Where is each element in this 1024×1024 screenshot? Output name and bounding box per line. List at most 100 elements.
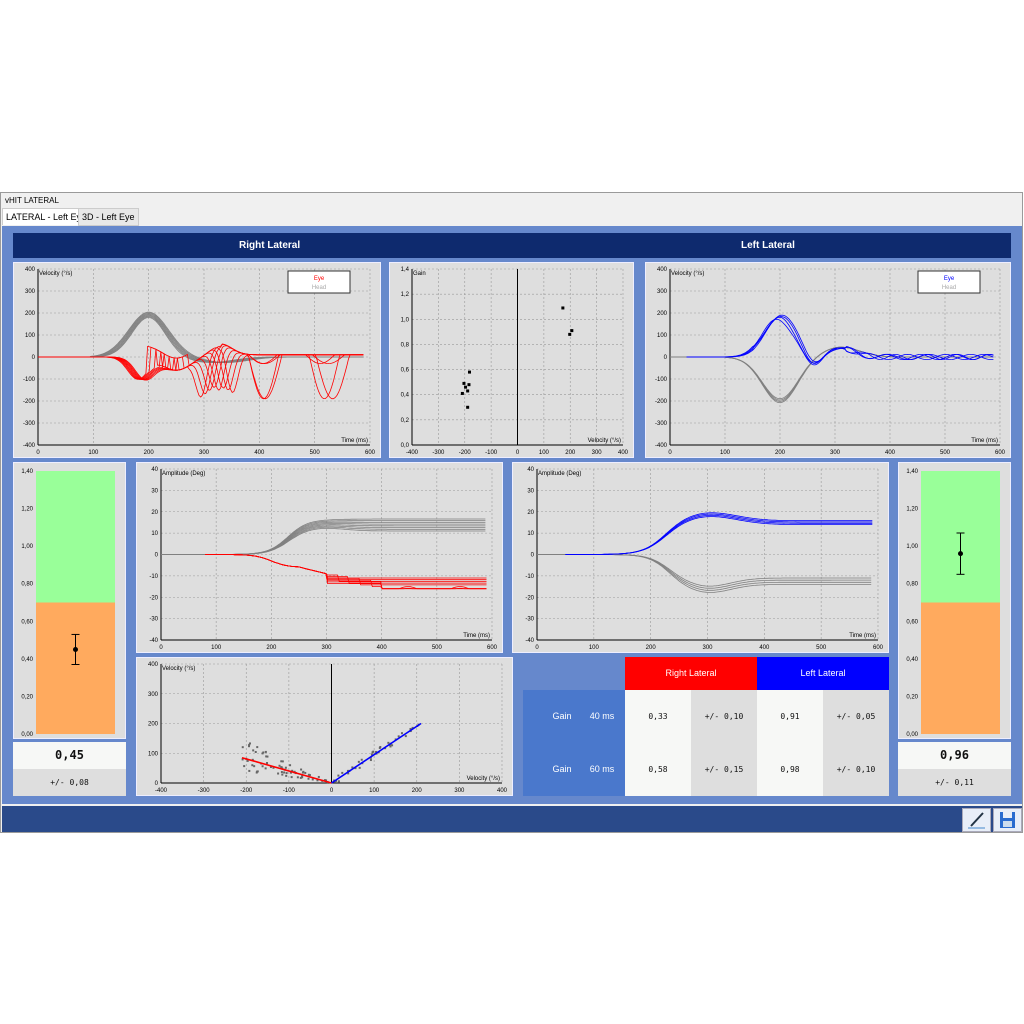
- x-axis-label: Velocity (°/s): [467, 776, 500, 782]
- row-time: 60 ms: [589, 764, 615, 774]
- sample-point: [254, 750, 257, 753]
- x-tick-label: 200: [144, 450, 155, 456]
- left-gain-bar: 0,00 0,20 0,40 0,60 0,80 1,00 1,20 1,40: [898, 462, 1011, 739]
- y-axis-label: Velocity (°/s): [671, 271, 704, 277]
- pen-icon: [968, 812, 985, 829]
- sample-point: [246, 759, 249, 762]
- x-tick-label: 0: [668, 450, 672, 456]
- y-tick-label: -300: [655, 421, 668, 427]
- floppy-disk-icon: [1000, 812, 1015, 828]
- tab-3d-left-eye[interactable]: 3D - Left Eye: [78, 208, 139, 226]
- sample-point: [409, 727, 412, 730]
- x-tick-label: 0: [36, 450, 40, 456]
- x-tick-label: 300: [702, 645, 713, 651]
- table-header-right: Right Lateral: [625, 657, 757, 690]
- eye-trace: [686, 314, 994, 363]
- y-tick-label: -40: [149, 638, 158, 644]
- left-velocity-chart: 0 100 200 300 400 500 600 -400 -300 -200 -100 0 100 2…: [645, 262, 1011, 458]
- sample-point: [387, 741, 390, 744]
- y-tick-label: 0,2: [401, 418, 410, 424]
- x-tick-label: -200: [240, 788, 253, 794]
- x-axis-label: Time (ms): [341, 438, 368, 444]
- sample-point: [285, 772, 288, 775]
- y-axis-label: Gain: [413, 271, 426, 277]
- chart-svg: 0 100 200 300 400 500 600 -40 -30 -20 -10 0 10 20 30 40…: [525, 467, 883, 651]
- y-tick-label: 0,80: [906, 582, 918, 588]
- sample-point: [290, 776, 293, 779]
- head-trace: [537, 554, 872, 591]
- y-tick-label: -300: [23, 421, 36, 427]
- left-sd-cell: +/- 0,05: [823, 690, 889, 743]
- sample-point: [304, 771, 307, 774]
- gain-point: [460, 391, 464, 395]
- y-tick-label: -10: [525, 574, 534, 580]
- y-tick-label: -20: [525, 595, 534, 601]
- sample-point: [264, 750, 267, 753]
- gain-table: Right Lateral Left Lateral Gain 40 ms 0,33…: [522, 657, 889, 796]
- y-tick-label: 1,2: [401, 292, 410, 298]
- gain-point: [570, 329, 574, 333]
- chart-svg: 0 100 200 300 400 500 600 -400 -300 -200 -100 0 100 2…: [655, 267, 1006, 456]
- y-tick-label: 20: [527, 510, 534, 516]
- head-trace: [537, 554, 872, 589]
- y-tick-label: 100: [25, 333, 36, 339]
- y-tick-label: -30: [149, 617, 158, 623]
- y-tick-label: 400: [25, 267, 36, 273]
- left-gain-cell: 0,91: [757, 690, 823, 743]
- sample-point: [283, 771, 286, 774]
- sample-point: [397, 735, 400, 738]
- y-tick-label: 0,00: [21, 732, 33, 738]
- sample-point: [369, 759, 372, 762]
- x-tick-label: 400: [618, 450, 629, 456]
- legend-eye: Eye: [314, 276, 325, 282]
- sample-point: [375, 750, 378, 753]
- x-tick-label: 0: [516, 450, 520, 456]
- left-gain-value: 0,96: [898, 742, 1011, 769]
- sample-point: [391, 744, 394, 747]
- right-lateral-heading: Right Lateral: [239, 240, 301, 251]
- y-tick-label: 10: [527, 531, 534, 537]
- x-tick-label: 100: [211, 645, 222, 651]
- y-tick-label: 0,00: [906, 732, 918, 738]
- sample-point: [265, 755, 268, 758]
- y-tick-label: -100: [23, 377, 36, 383]
- y-tick-label: 0,20: [21, 694, 33, 700]
- gain-point: [464, 385, 468, 389]
- sample-point: [281, 773, 284, 776]
- chart-svg: 0 100 200 300 400 500 600 -400 -300 -200 -100 0 100 2…: [23, 267, 376, 456]
- head-trace: [38, 316, 364, 363]
- x-tick-label: 0: [159, 645, 163, 651]
- sample-point: [284, 766, 287, 769]
- sample-point: [370, 753, 373, 756]
- tab-lateral-left-eye[interactable]: LATERAL - Left Eye: [2, 208, 91, 225]
- edit-button[interactable]: [962, 808, 991, 832]
- window-title: vHIT LATERAL: [5, 196, 59, 205]
- sample-point: [300, 768, 303, 771]
- sample-point: [256, 746, 259, 749]
- save-button[interactable]: [993, 808, 1022, 832]
- right-sd-cell: +/- 0,15: [691, 743, 757, 796]
- x-tick-label: -100: [485, 450, 498, 456]
- sample-point: [289, 764, 292, 767]
- sample-point: [404, 735, 407, 738]
- sample-point: [261, 752, 264, 755]
- row-label: Gain: [552, 711, 572, 721]
- x-tick-label: 300: [830, 450, 841, 456]
- sample-point: [264, 767, 267, 770]
- x-tick-label: 400: [885, 450, 896, 456]
- y-axis-label: Amplitude (Deg): [538, 471, 581, 477]
- sample-point: [280, 766, 283, 769]
- y-axis-label: Amplitude (Deg): [162, 471, 205, 477]
- x-tick-label: 500: [940, 450, 951, 456]
- y-tick-label: 0,40: [906, 657, 918, 663]
- sample-point: [280, 771, 283, 774]
- legend-box: [917, 270, 981, 294]
- y-tick-label: 1,20: [906, 507, 918, 513]
- y-tick-label: 0,8: [401, 342, 410, 348]
- right-gain-value: 0,45: [13, 742, 126, 769]
- sample-point: [241, 758, 244, 761]
- sample-point: [272, 766, 275, 769]
- gain-point: [568, 332, 572, 336]
- sample-point: [400, 732, 403, 735]
- eye-trace: [565, 512, 873, 555]
